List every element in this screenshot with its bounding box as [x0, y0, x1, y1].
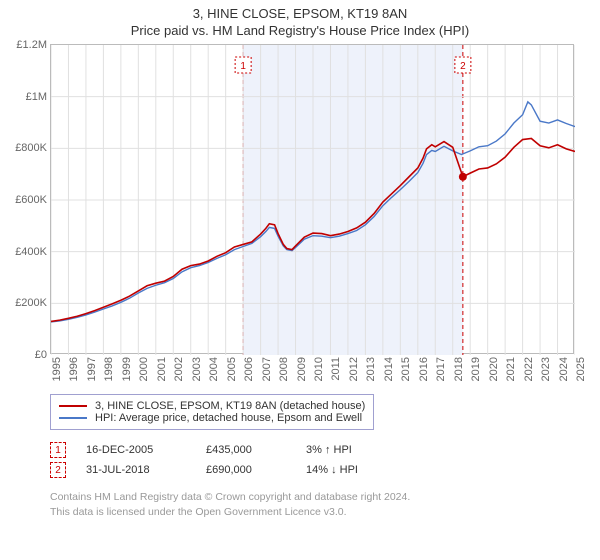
- x-axis-label: 2017: [435, 357, 447, 381]
- x-axis-label: 2024: [558, 357, 570, 381]
- sale-delta-1: 3% ↑ HPI: [306, 444, 352, 456]
- sales-row-1: 1 16-DEC-2005 £435,000 3% ↑ HPI: [50, 442, 358, 458]
- legend-row-series2: HPI: Average price, detached house, Epso…: [59, 412, 365, 424]
- sale-price-2: £690,000: [206, 464, 286, 476]
- legend-label-series2: HPI: Average price, detached house, Epso…: [95, 412, 362, 424]
- svg-text:1: 1: [240, 61, 246, 72]
- x-axis-label: 2009: [296, 357, 308, 381]
- sale-date-1: 16-DEC-2005: [86, 444, 186, 456]
- x-axis-label: 2012: [348, 357, 360, 381]
- x-axis-label: 2018: [453, 357, 465, 381]
- title-block: 3, HINE CLOSE, EPSOM, KT19 8AN Price pai…: [0, 0, 600, 38]
- legend-label-series1: 3, HINE CLOSE, EPSOM, KT19 8AN (detached…: [95, 400, 365, 412]
- x-axis-label: 2002: [173, 357, 185, 381]
- legend-line-icon: [59, 405, 87, 407]
- x-axis-label: 2000: [138, 357, 150, 381]
- x-axis-label: 2003: [191, 357, 203, 381]
- x-axis-label: 2010: [313, 357, 325, 381]
- footer-line-2: This data is licensed under the Open Gov…: [50, 505, 410, 520]
- y-axis-label: £1M: [26, 91, 47, 103]
- x-axis-label: 2021: [505, 357, 517, 381]
- y-axis-label: £1.2M: [16, 39, 47, 51]
- x-axis-label: 2008: [278, 357, 290, 381]
- chart-svg: 12: [51, 45, 575, 355]
- x-axis-label: 2025: [575, 357, 587, 381]
- x-axis-label: 1998: [103, 357, 115, 381]
- x-axis-label: 2023: [540, 357, 552, 381]
- x-axis-label: 2011: [330, 357, 342, 381]
- x-axis-label: 2020: [488, 357, 500, 381]
- sale-delta-2: 14% ↓ HPI: [306, 464, 358, 476]
- sales-table: 1 16-DEC-2005 £435,000 3% ↑ HPI 2 31-JUL…: [50, 438, 358, 478]
- x-axis-label: 2015: [400, 357, 412, 381]
- x-axis-label: 2014: [383, 357, 395, 381]
- footer-text: Contains HM Land Registry data © Crown c…: [50, 490, 410, 519]
- chart-title: 3, HINE CLOSE, EPSOM, KT19 8AN: [0, 6, 600, 21]
- x-axis-label: 2022: [523, 357, 535, 381]
- sale-date-2: 31-JUL-2018: [86, 464, 186, 476]
- footer-line-1: Contains HM Land Registry data © Crown c…: [50, 490, 410, 505]
- y-axis-label: £400K: [15, 246, 47, 258]
- y-axis-label: £600K: [15, 194, 47, 206]
- x-axis-label: 1997: [86, 357, 98, 381]
- x-axis-label: 2007: [261, 357, 273, 381]
- x-axis-label: 1995: [51, 357, 63, 381]
- sale-price-1: £435,000: [206, 444, 286, 456]
- x-axis-label: 2019: [470, 357, 482, 381]
- sales-row-2: 2 31-JUL-2018 £690,000 14% ↓ HPI: [50, 462, 358, 478]
- x-axis-label: 2016: [418, 357, 430, 381]
- chart-area: 12 £0£200K£400K£600K£800K£1M£1.2M1995199…: [50, 44, 574, 354]
- x-axis-label: 2005: [226, 357, 238, 381]
- x-axis-label: 1996: [68, 357, 80, 381]
- y-axis-label: £800K: [15, 142, 47, 154]
- legend-box: 3, HINE CLOSE, EPSOM, KT19 8AN (detached…: [50, 394, 374, 430]
- marker-2-icon: 2: [50, 462, 66, 478]
- legend-line-icon: [59, 417, 87, 419]
- x-axis-label: 2004: [208, 357, 220, 381]
- x-axis-label: 2001: [156, 357, 168, 381]
- svg-text:2: 2: [460, 61, 466, 72]
- legend-row-series1: 3, HINE CLOSE, EPSOM, KT19 8AN (detached…: [59, 400, 365, 412]
- chart-subtitle: Price paid vs. HM Land Registry's House …: [0, 23, 600, 38]
- chart-container: 3, HINE CLOSE, EPSOM, KT19 8AN Price pai…: [0, 0, 600, 560]
- x-axis-label: 2006: [243, 357, 255, 381]
- y-axis-label: £0: [35, 349, 47, 361]
- marker-1-icon: 1: [50, 442, 66, 458]
- y-axis-label: £200K: [15, 297, 47, 309]
- x-axis-label: 1999: [121, 357, 133, 381]
- x-axis-label: 2013: [365, 357, 377, 381]
